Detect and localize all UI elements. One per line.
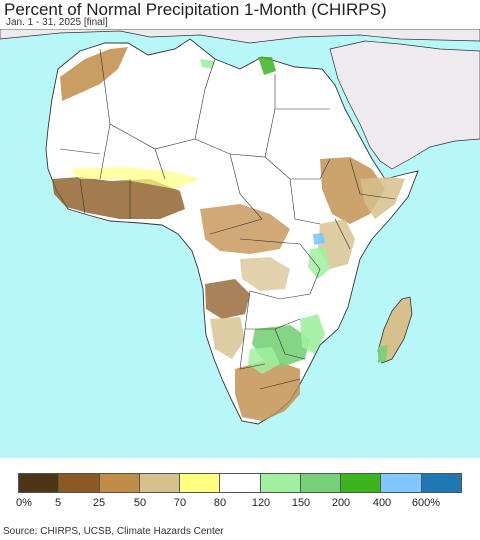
sahel-light <box>70 167 200 189</box>
europe-land <box>0 29 480 44</box>
legend-label: 150 <box>291 497 311 509</box>
legend-label: 70 <box>173 497 187 509</box>
legend-swatch <box>341 474 382 492</box>
legend-label: 50 <box>133 497 147 509</box>
map-subtitle: Jan. 1 - 31, 2025 [final] <box>6 17 108 28</box>
legend-label: 120 <box>251 497 271 509</box>
mozambique-wet <box>300 314 325 354</box>
legend-label: 400 <box>372 497 392 509</box>
nw-africa-dry <box>60 47 128 101</box>
legend-label: 600% <box>411 497 441 509</box>
egypt-wet <box>258 57 276 75</box>
horn-africa-tan <box>360 177 405 219</box>
kenya-tan <box>318 219 355 269</box>
legend-label: 200 <box>331 497 351 509</box>
legend-swatch <box>300 474 342 492</box>
legend-swatch <box>180 474 221 492</box>
legend-label: 80 <box>213 497 227 509</box>
drc-tan <box>240 257 290 291</box>
botswana-wet <box>248 347 280 374</box>
legend-color-bar <box>18 473 462 493</box>
legend-swatch <box>421 474 461 492</box>
libya-wet <box>200 59 215 69</box>
legend-swatch <box>99 474 140 492</box>
madagascar-wet <box>378 345 388 363</box>
middle-east-land <box>329 40 480 170</box>
country-borders <box>59 48 396 390</box>
legend-swatch <box>220 474 261 492</box>
legend-swatch <box>139 474 181 492</box>
tanzania-wet <box>308 247 330 279</box>
legend-swatch <box>260 474 301 492</box>
namibia-tan <box>210 317 245 359</box>
legend-swatch <box>381 474 422 492</box>
lake-victoria <box>313 233 325 245</box>
map-title: Percent of Normal Precipitation 1-Month … <box>4 0 387 19</box>
source-note: Source: CHIRPS, UCSB, Climate Hazards Ce… <box>3 526 224 537</box>
legend-swatch <box>59 474 100 492</box>
precipitation-map <box>0 29 480 458</box>
legend-labels: 0% 5 25 50 70 80 120 150 200 400 600% <box>0 497 480 511</box>
south-africa-dry <box>235 359 300 421</box>
west-sahel-dry <box>52 177 185 219</box>
legend-swatch <box>19 474 60 492</box>
angola-dry <box>205 279 250 319</box>
legend-label: 0% <box>16 497 32 509</box>
legend-label: 25 <box>92 497 106 509</box>
legend-label: 5 <box>54 497 62 509</box>
